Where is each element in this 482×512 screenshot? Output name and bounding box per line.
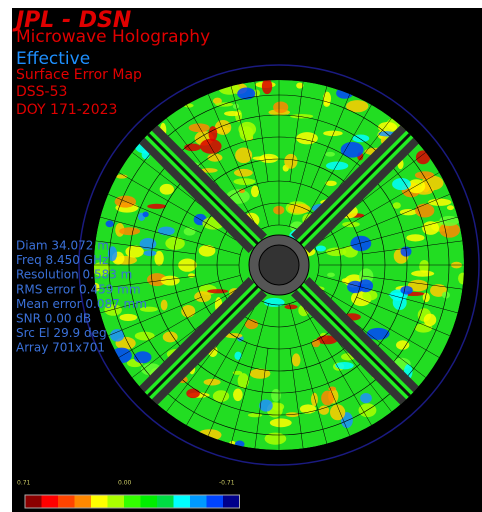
colorbar-cell [223, 495, 240, 508]
error-blob [396, 340, 409, 349]
error-blob [252, 156, 273, 160]
date: DOY 171-2023 [16, 102, 117, 118]
error-blob [424, 314, 437, 326]
error-blob [350, 236, 371, 251]
error-blob [144, 250, 157, 256]
error-blob [125, 246, 143, 258]
error-blob [284, 154, 297, 169]
error-blob [335, 362, 354, 369]
error-blob [326, 162, 348, 170]
colorbar-cell [174, 495, 191, 508]
error-blob [204, 379, 221, 386]
error-blob [262, 79, 272, 95]
error-blob [143, 212, 149, 218]
error-blob [284, 305, 297, 310]
error-blob [207, 289, 228, 293]
error-blob [161, 300, 168, 311]
colorbar-cell [190, 495, 207, 508]
parameter: Resolution 0.583 m [16, 268, 132, 282]
error-blob [135, 332, 155, 341]
parameter: RMS error 0.459 mm [16, 282, 141, 296]
colorbar-cell [124, 495, 141, 508]
error-blob [158, 226, 175, 235]
error-blob [115, 196, 136, 208]
error-blob [119, 227, 140, 235]
error-blob [406, 234, 424, 241]
error-blob [393, 202, 401, 209]
error-blob [200, 139, 221, 154]
error-blob [296, 132, 318, 144]
error-blob [316, 246, 326, 252]
error-blob [327, 273, 335, 277]
error-blob [160, 184, 174, 195]
parameter: SNR 0.00 dB [16, 312, 91, 326]
error-blob [147, 204, 166, 209]
error-blob [415, 204, 434, 218]
map-title: Surface Error Map [16, 67, 142, 83]
subtitle: Microwave Holography [16, 27, 210, 47]
error-blob [237, 87, 255, 99]
colorbar-cell [207, 495, 224, 508]
error-blob [199, 245, 216, 257]
error-blob [238, 373, 249, 388]
error-blob [271, 389, 281, 402]
error-blob [234, 169, 253, 177]
error-blob [360, 393, 372, 403]
error-blob [311, 393, 318, 406]
error-blob [233, 388, 243, 401]
error-blob [186, 389, 200, 399]
parameter: Src El 29.9 deg [16, 326, 107, 340]
error-blob [428, 199, 451, 206]
error-blob [273, 101, 288, 113]
colorbar-label: 0.71 [17, 480, 31, 487]
colorbar-cell [157, 495, 174, 508]
error-blob [447, 205, 454, 210]
colorbar-label: -0.71 [219, 480, 235, 487]
colorbar-cell [108, 495, 125, 508]
error-blob [215, 102, 233, 106]
error-blob [292, 353, 301, 366]
error-blob [215, 120, 231, 135]
colorbar-cell [91, 495, 108, 508]
error-blob [290, 114, 313, 118]
error-blob [251, 186, 259, 198]
error-blob [106, 220, 114, 227]
colorbar-cell [58, 495, 75, 508]
error-blob [411, 270, 434, 276]
error-blob [161, 276, 180, 286]
error-blob [184, 227, 196, 235]
colorbar-cell [75, 495, 92, 508]
colorbar-label: 0.00 [118, 480, 132, 487]
error-blob [264, 298, 285, 307]
error-blob [234, 352, 241, 360]
parameter: Diam 34.072 m [16, 239, 109, 253]
error-blob [341, 142, 364, 158]
parameter: Mean error 0.087 mm [16, 297, 147, 311]
error-blob [415, 171, 434, 179]
error-blob [325, 152, 335, 157]
hub [259, 245, 299, 285]
error-blob [189, 123, 210, 132]
colorbar-cell [25, 495, 42, 508]
parameter: Freq 8.450 GHz [16, 253, 108, 267]
error-blob [119, 314, 137, 321]
parameter: Array 701x701 [16, 341, 105, 355]
colorbar-cell [42, 495, 59, 508]
colorbar-cell [141, 495, 158, 508]
error-blob [422, 221, 439, 235]
mode: Effective [16, 49, 90, 69]
error-blob [342, 222, 360, 228]
error-blob [213, 390, 229, 402]
error-blob [288, 204, 311, 214]
error-blob [188, 273, 195, 278]
surface-map-view: JPL - DSN Microwave Holography Effective… [0, 0, 482, 512]
error-blob [400, 209, 417, 215]
error-blob [400, 286, 412, 295]
station: DSS-53 [16, 84, 67, 100]
error-blob [270, 418, 292, 427]
